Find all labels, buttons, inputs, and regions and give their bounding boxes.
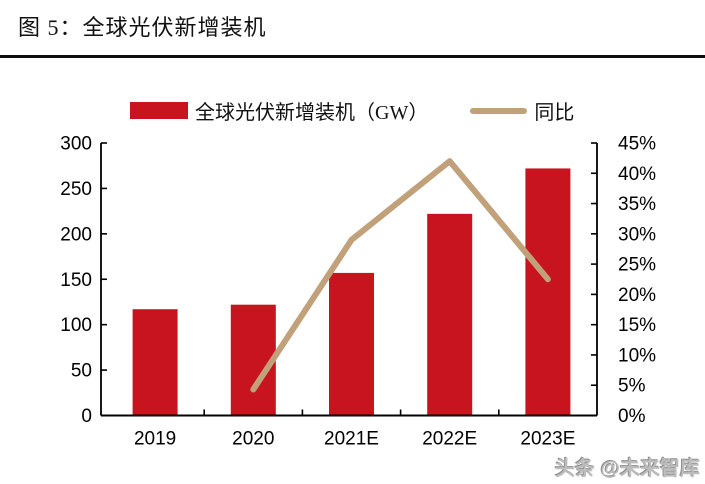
right-axis-tick-label: 45% (618, 134, 656, 155)
right-axis-tick-label: 25% (618, 255, 656, 276)
bar-2019 (132, 309, 178, 416)
line-series-swatch (470, 107, 528, 114)
x-axis-category-label: 2022E (422, 429, 477, 450)
title-divider (0, 55, 705, 58)
bar-series-label: 全球光伏新增装机（GW） (195, 102, 429, 124)
bar-series-swatch (130, 102, 188, 119)
x-axis-category-label: 2021E (324, 429, 379, 450)
figure-title: 图 5：全球光伏新增装机 (18, 15, 267, 40)
left-axis-tick-label: 250 (60, 179, 92, 200)
right-axis-tick-label: 15% (618, 315, 656, 336)
left-axis-tick-label: 0 (81, 406, 92, 427)
left-axis-tick-label: 50 (71, 361, 92, 382)
right-axis-tick-label: 40% (618, 164, 656, 185)
right-axis-tick-label: 5% (618, 376, 646, 397)
x-axis-category-label: 2023E (520, 429, 575, 450)
bar-2021E (329, 272, 374, 416)
right-axis-tick-label: 0% (618, 406, 646, 427)
left-axis-tick-label: 100 (60, 315, 92, 336)
right-axis-tick-label: 30% (618, 224, 656, 245)
watermark-text: 头条 @未来智库 (554, 458, 700, 480)
x-axis-category-label: 2020 (232, 429, 274, 450)
line-series-label: 同比 (534, 102, 575, 124)
chart-legend: 全球光伏新增装机（GW） 同比 (130, 96, 574, 125)
left-axis-tick-label: 150 (60, 270, 92, 291)
bar-2023E (525, 168, 571, 416)
legend-item-bars: 全球光伏新增装机（GW） (130, 96, 428, 125)
left-axis-tick-label: 300 (60, 134, 92, 155)
right-axis-tick-label: 10% (618, 345, 656, 366)
bar-2022E (427, 213, 473, 416)
right-axis-tick-label: 20% (618, 285, 656, 306)
right-axis-tick-label: 35% (618, 194, 656, 215)
yoy-line (250, 158, 551, 393)
bar-2020 (230, 304, 276, 416)
legend-item-line: 同比 (470, 96, 574, 125)
x-axis-category-label: 2019 (134, 429, 176, 450)
left-axis-tick-label: 200 (60, 224, 92, 245)
